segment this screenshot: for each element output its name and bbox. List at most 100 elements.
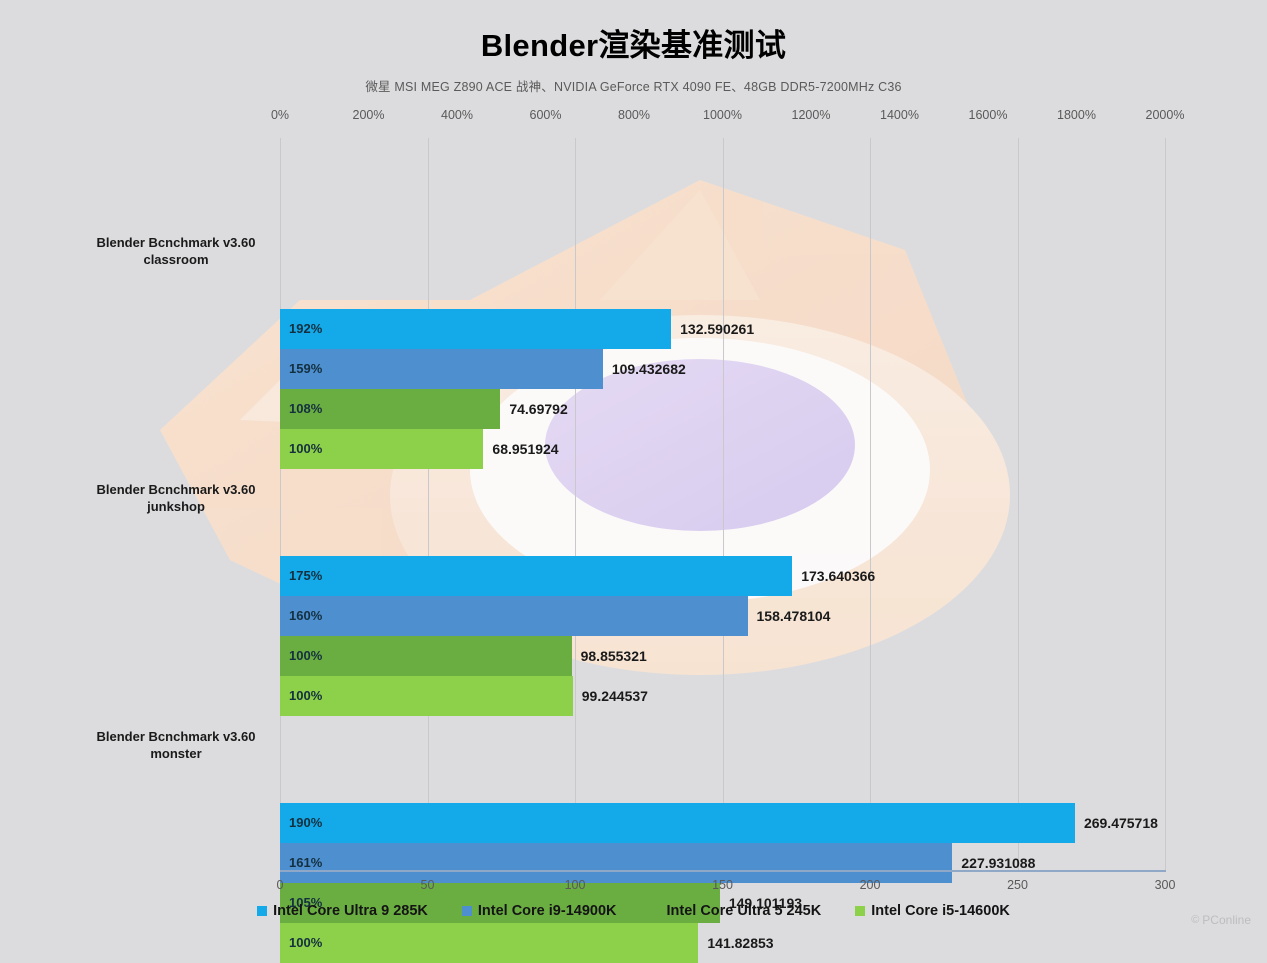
bar-percent-label: 105% <box>289 895 323 910</box>
bar-row: 192% 132.590261 <box>280 309 1165 349</box>
category-label-line: Blender Bcnchmark v3.60 <box>96 482 256 497</box>
bar-value-label: 158.478104 <box>756 608 831 624</box>
legend-swatch-icon <box>650 906 661 916</box>
bar-row: 190% 269.475718 <box>280 803 1165 843</box>
legend-swatch-icon <box>461 906 472 916</box>
legend-item[interactable]: Intel Core i9-14900K <box>461 903 617 919</box>
gridline <box>575 138 576 870</box>
chart-subtitle: 微星 MSI MEG Z890 ACE 战神、NVIDIA GeForce RT… <box>365 80 902 94</box>
bar-row: 175% 173.640366 <box>280 556 1165 596</box>
bar[interactable]: 100% <box>280 923 699 963</box>
x-axis-bottom-tick: 300 <box>1154 878 1176 892</box>
bar[interactable]: 105% <box>280 883 720 923</box>
legend-label: Intel Core Ultra 9 285K <box>273 903 428 919</box>
bar-value-label: 149.101193 <box>728 895 803 911</box>
bar-percent-label: 100% <box>289 648 323 663</box>
bar-row: 105% 149.101193 <box>280 883 1165 923</box>
x-axis-top-tick: 200% <box>352 108 385 122</box>
gridline <box>427 138 429 870</box>
bar-value-label: 141.82853 <box>707 935 774 951</box>
bar-row: 100% 68.951924 <box>280 429 1165 469</box>
bar[interactable]: 175% <box>280 556 793 596</box>
legend-label: Intel Core i9-14900K <box>477 903 617 919</box>
x-axis-bottom-tick: 200 <box>859 878 881 892</box>
bar-row: 161% 227.931088 <box>280 843 1165 883</box>
x-axis-bottom-tick: 0 <box>276 878 284 892</box>
gridline <box>1017 138 1019 870</box>
gridline <box>870 138 871 870</box>
bar[interactable]: 161% <box>280 843 953 883</box>
bar-percent-label: 190% <box>289 815 323 830</box>
bar-percent-label: 160% <box>289 608 323 623</box>
bar-row: 100% 99.244537 <box>280 676 1165 716</box>
category-label-line: Blender Bcnchmark v3.60 <box>96 235 256 250</box>
legend-swatch-icon <box>257 906 268 916</box>
legend-item[interactable]: Intel Core Ultra 5 245K <box>650 903 822 919</box>
bar-percent-label: 192% <box>289 321 323 336</box>
plot-area: 192% 132.590261 159% 109.432682 108% 74.69792… <box>280 138 1166 963</box>
bar-row: 108% 74.69792 <box>280 389 1165 429</box>
bar[interactable]: 100% <box>280 636 572 676</box>
bar-value-label: 99.244537 <box>581 688 648 704</box>
legend-item[interactable]: Intel Core Ultra 9 285K <box>257 903 428 919</box>
category-label: Blender Bcnchmark v3.60 monster <box>76 728 276 762</box>
bar-value-label: 68.951924 <box>492 441 559 457</box>
legend-label: Intel Core i5-14600K <box>871 903 1010 919</box>
x-axis-top-tick: 0% <box>270 108 290 122</box>
bar-percent-label: 161% <box>289 855 323 870</box>
x-axis-top-tick: 1000% <box>703 108 742 122</box>
bar-row: 100% 98.855321 <box>280 636 1165 676</box>
legend-swatch-icon <box>855 906 866 916</box>
x-axis-top-tick: 400% <box>441 108 473 122</box>
bar-value-label: 227.931088 <box>961 855 1036 871</box>
bar-value-label: 173.640366 <box>801 568 876 584</box>
bar-value-label: 74.69792 <box>509 401 568 417</box>
x-axis-top-tick: 600% <box>529 108 562 122</box>
category-label-line: monster <box>150 746 202 761</box>
bar[interactable]: 159% <box>280 349 603 389</box>
watermark-label: PConline <box>1202 913 1251 927</box>
bar-row: 100% 141.82853 <box>280 923 1165 963</box>
bar-percent-label: 100% <box>289 688 323 703</box>
category-label: Blender Bcnchmark v3.60 classroom <box>76 234 276 268</box>
chart-title: Blender渲染基准测试 <box>480 28 787 63</box>
bar-percent-label: 159% <box>289 361 323 376</box>
bar-percent-label: 175% <box>289 568 323 583</box>
bar-value-label: 132.590261 <box>680 321 755 337</box>
bar-value-label: 98.855321 <box>580 648 647 664</box>
bar[interactable]: 190% <box>280 803 1075 843</box>
bar-percent-label: 100% <box>289 935 323 950</box>
bar-percent-label: 100% <box>289 441 323 456</box>
x-axis-top-tick: 1800% <box>1057 108 1096 122</box>
gridline <box>722 138 724 870</box>
category-label-line: junkshop <box>147 499 205 514</box>
gridline <box>280 138 281 870</box>
x-axis-top-tick: 1400% <box>880 108 919 122</box>
chart-legend: Intel Core Ultra 9 285K Intel Core i9-149… <box>0 903 1267 919</box>
bar[interactable]: 100% <box>280 429 484 469</box>
x-axis-bottom-tick: 100 <box>564 878 586 892</box>
legend-item[interactable]: Intel Core i5-14600K <box>855 903 1010 919</box>
gridline <box>1165 138 1166 870</box>
x-axis-bottom-tick: 150 <box>712 878 733 892</box>
x-axis-top-tick: 2000% <box>1145 108 1185 122</box>
x-axis-bottom-tick: 50 <box>420 878 435 892</box>
bar[interactable]: 108% <box>280 389 501 429</box>
bar-value-label: 269.475718 <box>1083 815 1158 831</box>
bar-value-label: 109.432682 <box>611 361 686 377</box>
bar[interactable]: 160% <box>280 596 748 636</box>
bar-percent-label: 108% <box>289 401 323 416</box>
pconline-watermark: © PConline <box>1191 913 1251 927</box>
category-label-line: Blender Bcnchmark v3.60 <box>96 729 256 744</box>
x-axis-line <box>280 870 1166 872</box>
copyright-icon: © <box>1191 914 1200 926</box>
category-label-line: classroom <box>143 252 209 267</box>
x-axis-top-tick: 800% <box>618 108 650 122</box>
x-axis-top-tick: 1200% <box>791 108 831 122</box>
category-label: Blender Bcnchmark v3.60 junkshop <box>76 481 276 515</box>
legend-label: Intel Core Ultra 5 245K <box>666 903 822 919</box>
bar-row: 160% 158.478104 <box>280 596 1165 636</box>
bar[interactable]: 100% <box>280 676 573 716</box>
bar[interactable]: 192% <box>280 309 672 349</box>
x-axis-top-tick: 1600% <box>968 108 1008 122</box>
